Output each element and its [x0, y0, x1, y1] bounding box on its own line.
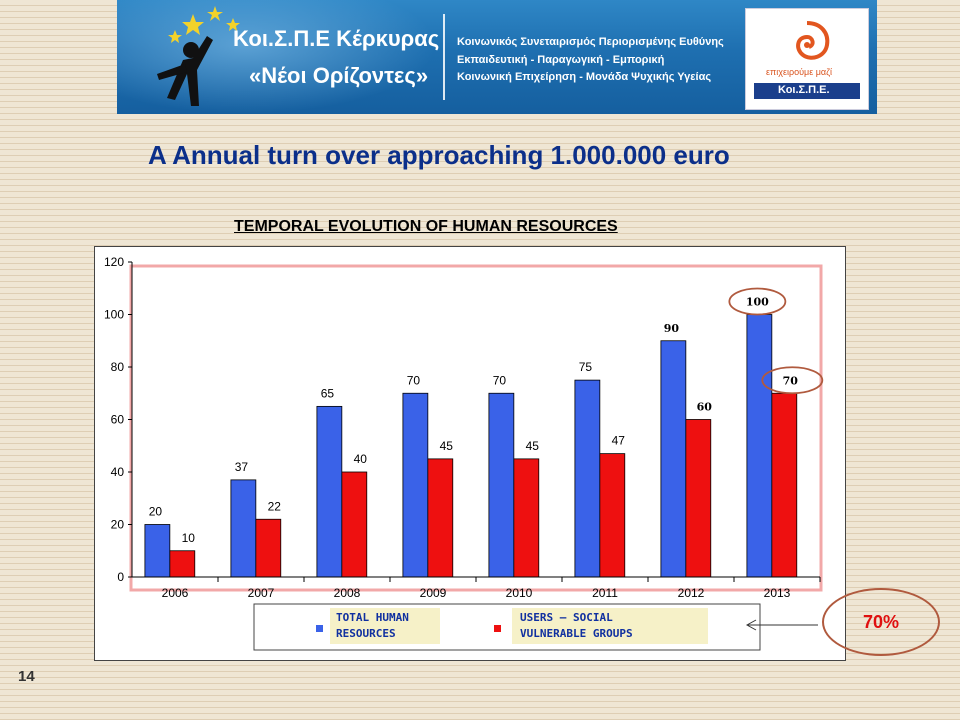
data-label-total: 70: [493, 373, 507, 387]
x-tick-label: 2013: [764, 586, 791, 600]
bar-users: [427, 458, 454, 578]
logo-bar: [754, 83, 860, 99]
bar-total: [746, 314, 773, 578]
data-label-users: 70: [783, 374, 799, 387]
org-description-line-3: Κοινωνική Επιχείρηση - Μονάδα Ψυχικής Υγ…: [457, 71, 712, 83]
bar-total: [230, 479, 257, 578]
legend-label-users-line-2: VULNERABLE GROUPS: [520, 627, 633, 640]
chart-title: TEMPORAL EVOLUTION OF HUMAN RESOURCES: [234, 218, 618, 235]
data-label-users: 45: [526, 439, 540, 453]
y-tick-label: 0: [117, 570, 124, 584]
page-number: 14: [18, 668, 35, 685]
data-label-total: 20: [149, 505, 163, 519]
x-tick-label: 2007: [248, 586, 275, 600]
x-tick-label: 2010: [506, 586, 533, 600]
org-name-line-1: Κοι.Σ.Π.Ε Κέρκυρας: [233, 26, 440, 51]
bar-users: [513, 458, 540, 578]
partner-logo: επιχειρούμε μαζί Κοι.Σ.Π.Ε.: [745, 8, 869, 110]
data-label-users: 45: [440, 439, 454, 453]
highlight-ellipse-total: [728, 287, 787, 316]
data-label-total: 100: [746, 296, 769, 309]
y-tick-label: 20: [111, 518, 125, 532]
data-label-users: 40: [354, 452, 368, 466]
bar-users: [341, 471, 368, 578]
bar-total: [660, 340, 687, 578]
y-tick-label: 120: [104, 255, 124, 269]
y-tick-label: 40: [111, 465, 125, 479]
plot-area-highlight: [129, 264, 823, 592]
data-label-total: 70: [407, 373, 421, 387]
bar-users: [685, 419, 712, 578]
bar-total: [144, 524, 171, 578]
bar-users: [169, 550, 196, 578]
legend-label-bg-users: [512, 608, 708, 644]
data-label-users: 10: [182, 531, 196, 545]
bar-total: [316, 405, 343, 578]
legend-label-users-line-1: USERS – SOCIAL: [520, 611, 613, 624]
legend-label-total-line-1: TOTAL HUMAN: [336, 611, 409, 624]
data-label-total: 90: [664, 322, 680, 335]
logo-figure-icon: [157, 6, 240, 106]
legend-swatch-users: [494, 625, 501, 632]
org-description-line-2: Εκπαιδευτική - Παραγωγική - Εμπορική: [457, 54, 665, 66]
spiral-icon: [796, 21, 830, 60]
x-tick-label: 2006: [162, 586, 189, 600]
header-banner: Κοι.Σ.Π.Ε Κέρκυρας «Νέοι Ορίζοντες» Κοιν…: [117, 0, 877, 114]
data-label-total: 75: [579, 360, 593, 374]
bar-users: [599, 453, 626, 578]
data-label-users: 47: [612, 434, 626, 448]
bar-total: [574, 379, 601, 578]
bar-users: [771, 392, 798, 578]
legend-swatch-total: [316, 625, 323, 632]
x-tick-label: 2009: [420, 586, 447, 600]
data-label-total: 65: [321, 386, 335, 400]
legend-label-total-line-2: RESOURCES: [336, 627, 396, 640]
headline: A Annual turn over approaching 1.000.000…: [148, 140, 730, 170]
org-description-line-1: Κοινωνικός Συνεταιρισμός Περιορισμένης Ε…: [457, 36, 724, 48]
logo-tagline: επιχειρούμε μαζί: [766, 67, 833, 77]
data-label-users: 60: [697, 401, 713, 414]
x-tick-label: 2008: [334, 586, 361, 600]
bar-total: [488, 392, 515, 578]
bar-users: [255, 518, 282, 578]
logo-name: Κοι.Σ.Π.Ε.: [778, 84, 830, 96]
y-tick-label: 60: [111, 413, 125, 427]
y-tick-label: 80: [111, 360, 125, 374]
percent-callout-text: 70%: [862, 612, 900, 632]
bar-total: [402, 392, 429, 578]
y-tick-label: 100: [104, 308, 124, 322]
data-label-users: 22: [268, 499, 282, 513]
highlight-ellipse-users: [761, 366, 824, 395]
legend-label-bg-total: [330, 608, 440, 644]
arrow-icon: [745, 619, 818, 631]
x-tick-label: 2011: [592, 586, 618, 600]
org-name-line-2: «Νέοι Ορίζοντες»: [249, 63, 429, 88]
banner-divider: [443, 14, 445, 100]
data-label-total: 37: [235, 460, 249, 474]
x-tick-label: 2012: [678, 586, 705, 600]
percent-callout: 70%: [822, 588, 940, 656]
